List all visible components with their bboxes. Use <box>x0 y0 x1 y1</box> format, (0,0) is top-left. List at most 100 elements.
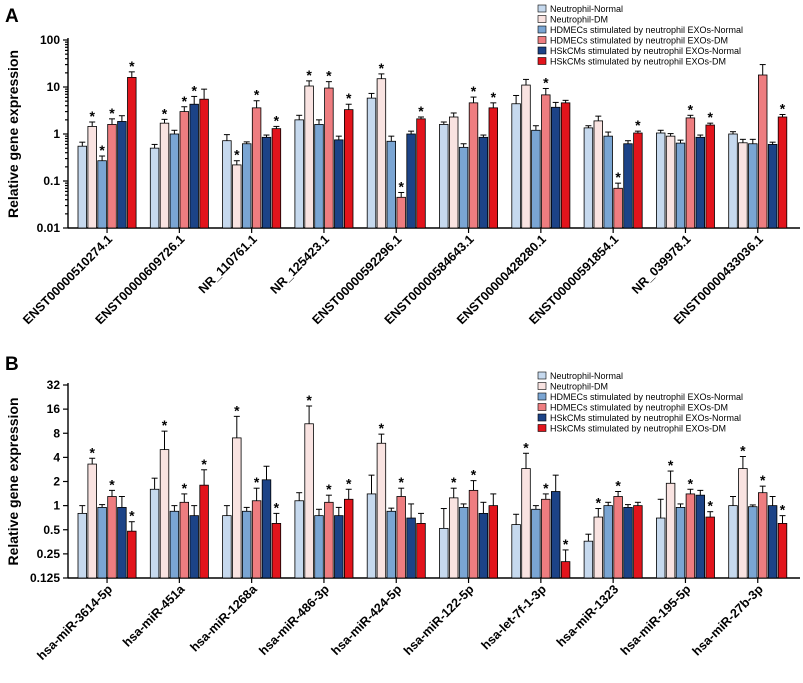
bar <box>705 124 715 229</box>
bar <box>633 505 643 579</box>
bar <box>334 139 344 229</box>
bar <box>439 124 449 229</box>
bar <box>241 510 252 579</box>
y-tick-label: 16 <box>47 402 61 416</box>
bar <box>521 84 531 229</box>
legend-swatch <box>537 25 547 34</box>
bar <box>199 484 209 579</box>
bar <box>685 493 696 579</box>
x-tick-label: hsa-miR-451a <box>120 581 188 649</box>
bar <box>324 87 334 229</box>
bar <box>386 510 397 579</box>
bar <box>511 524 521 579</box>
bar <box>366 493 377 579</box>
bar <box>251 500 262 579</box>
bar <box>488 505 499 579</box>
legend-swatch <box>537 15 547 23</box>
bar <box>633 132 643 229</box>
significance-marker: * <box>109 476 115 492</box>
bar <box>623 143 633 229</box>
bar <box>748 143 758 229</box>
bar <box>541 94 551 229</box>
significance-marker: * <box>563 536 569 552</box>
significance-marker: * <box>89 108 95 124</box>
legend-label: Neutrophil-Normal <box>550 371 623 381</box>
bar <box>396 496 406 579</box>
y-tick-label: 0.125 <box>30 571 60 585</box>
significance-marker: * <box>615 478 621 494</box>
significance-marker: * <box>326 68 332 84</box>
significance-marker: * <box>191 82 197 98</box>
bar <box>406 133 416 229</box>
legend-label: Neutrophil-DM <box>550 382 608 392</box>
significance-marker: * <box>398 178 404 194</box>
x-tick-label: hsa-let-7f-1-3p <box>479 582 550 653</box>
bar <box>232 437 242 579</box>
bar <box>159 122 170 229</box>
significance-marker: * <box>129 58 135 74</box>
legend-label: HSkCMs stimulated by neutrophil EXOs-DM <box>550 424 726 434</box>
bar <box>251 107 262 229</box>
bar <box>127 530 137 579</box>
significance-marker: * <box>201 456 207 472</box>
bar <box>294 119 304 229</box>
significance-marker: * <box>780 100 786 116</box>
legend-swatch <box>537 424 547 432</box>
bar <box>758 492 768 579</box>
bar <box>656 132 666 229</box>
bar <box>271 128 282 229</box>
bar <box>222 515 232 579</box>
bar <box>583 127 594 229</box>
bar <box>777 116 788 229</box>
bar <box>448 116 459 229</box>
significance-marker: * <box>635 117 641 133</box>
bar <box>560 561 571 579</box>
x-tick-label: NR_125423.1 <box>268 232 332 296</box>
legend-label: HDMECs stimulated by neutrophil EXOs-DM <box>550 403 728 413</box>
bar <box>695 494 706 579</box>
bar <box>87 126 97 229</box>
bar <box>169 133 180 229</box>
bar <box>107 496 117 579</box>
bar <box>343 109 354 229</box>
significance-marker: * <box>780 502 786 518</box>
legend-label: Neutrophil-DM <box>550 15 608 25</box>
bar <box>271 523 282 579</box>
y-tick-label: 32 <box>47 378 61 392</box>
bar <box>77 145 88 229</box>
bar <box>232 164 242 229</box>
bar <box>439 527 449 579</box>
bar <box>416 118 426 229</box>
x-tick-label: hsa-miR-3614-5p <box>35 582 116 663</box>
x-tick-label: hsa-miR-486-3p <box>256 582 332 658</box>
legend-label: HSkCMs stimulated by neutrophil EXOs-Nor… <box>550 46 741 56</box>
panel-label: B <box>5 354 19 375</box>
x-tick-label: hsa-miR-195-5p <box>618 582 694 658</box>
legend-swatch <box>537 371 547 380</box>
significance-marker: * <box>326 481 332 497</box>
x-tick-label: NR_039978.1 <box>629 232 693 296</box>
bar <box>551 491 561 579</box>
bar <box>416 523 426 579</box>
legend-swatch <box>537 4 547 13</box>
y-tick-label: 10 <box>47 80 61 94</box>
bar <box>656 517 666 579</box>
significance-marker: * <box>668 457 674 473</box>
y-tick-label: 1 <box>53 127 60 141</box>
bar <box>541 498 551 579</box>
bar <box>758 74 768 229</box>
bar <box>468 489 479 579</box>
bar <box>199 98 209 229</box>
y-tick-label: 4 <box>53 450 60 464</box>
bar <box>777 523 788 579</box>
bar <box>593 120 604 229</box>
significance-marker: * <box>129 508 135 524</box>
legend-swatch <box>537 57 547 65</box>
bar <box>376 78 387 229</box>
significance-marker: * <box>346 90 352 106</box>
bar <box>396 196 406 229</box>
bar <box>324 501 334 579</box>
bar <box>685 117 696 229</box>
legend-swatch <box>537 413 547 422</box>
significance-marker: * <box>182 480 188 496</box>
